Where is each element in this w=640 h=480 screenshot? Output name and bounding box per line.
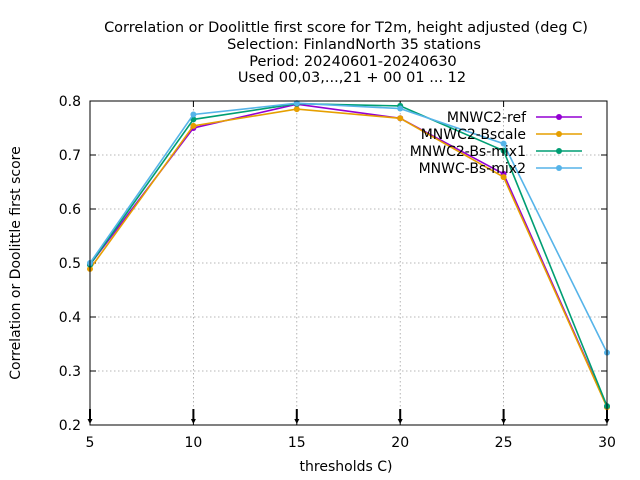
data-point bbox=[190, 122, 197, 129]
data-point bbox=[397, 115, 404, 122]
x-tick-label: 25 bbox=[495, 435, 513, 451]
data-point bbox=[500, 147, 507, 154]
series-lines bbox=[87, 100, 610, 411]
legend-item: MNWC2-Bscale bbox=[421, 127, 582, 143]
legend-item: MNWC2-Bs-mix1 bbox=[410, 144, 582, 160]
legend-item: MNWC2-ref bbox=[447, 110, 582, 126]
x-tick-label: 15 bbox=[288, 435, 306, 451]
title-line-2: Selection: FinlandNorth 35 stations bbox=[227, 37, 481, 53]
data-point bbox=[500, 140, 507, 147]
series-2 bbox=[87, 106, 610, 411]
data-point bbox=[397, 105, 404, 112]
legend-label: MNWC2-ref bbox=[447, 110, 527, 126]
series-line bbox=[89, 102, 608, 407]
series-line bbox=[89, 108, 608, 408]
legend-marker bbox=[556, 148, 562, 154]
x-tick-label: 20 bbox=[391, 435, 409, 451]
legend: MNWC2-refMNWC2-BscaleMNWC2-Bs-mix1MNWC-B… bbox=[410, 110, 582, 177]
x-tick-indicator-head bbox=[501, 419, 507, 424]
y-tick-label: 0.2 bbox=[59, 418, 81, 434]
y-tick-label: 0.7 bbox=[59, 148, 81, 164]
grid-lines bbox=[90, 101, 607, 425]
data-point bbox=[293, 100, 300, 107]
legend-marker bbox=[556, 114, 562, 120]
legend-label: MNWC-Bs-mix2 bbox=[419, 161, 526, 177]
x-tick-label: 30 bbox=[598, 435, 616, 451]
title-line-4: Used 00,03,...,21 + 00 01 ... 12 bbox=[238, 70, 466, 86]
y-tick-label: 0.3 bbox=[59, 364, 81, 380]
x-tick-label: 10 bbox=[184, 435, 202, 451]
title-line-1: Correlation or Doolittle first score for… bbox=[104, 20, 588, 36]
x-tick-indicator-head bbox=[294, 419, 300, 424]
axis-ticks: 0.2 0.3 0.4 0.5 0.6 0.7 0.8 5 10 15 20 25 30 bbox=[59, 94, 616, 451]
series-line bbox=[89, 102, 608, 353]
title-line-3: Period: 20240601-20240630 bbox=[249, 54, 457, 70]
y-tick-label: 0.4 bbox=[59, 310, 81, 326]
series-line bbox=[89, 103, 608, 407]
series-3 bbox=[87, 100, 610, 410]
legend-item: MNWC-Bs-mix2 bbox=[419, 161, 582, 177]
data-point bbox=[190, 111, 197, 118]
plot-frame bbox=[89, 100, 608, 426]
y-tick-label: 0.8 bbox=[59, 94, 81, 110]
x-tick-indicator-head bbox=[397, 419, 403, 424]
x-tick-indicator-head bbox=[190, 419, 196, 424]
series-1 bbox=[87, 101, 610, 410]
x-axis-label: thresholds C) bbox=[300, 459, 393, 475]
x-tick-label: 5 bbox=[86, 435, 95, 451]
chart-title: Correlation or Doolittle first score for… bbox=[104, 20, 588, 86]
series-4 bbox=[87, 100, 610, 356]
legend-marker bbox=[556, 165, 562, 171]
y-tick-label: 0.5 bbox=[59, 256, 81, 272]
legend-label: MNWC2-Bs-mix1 bbox=[410, 144, 526, 160]
y-axis-label: Correlation or Doolittle first score bbox=[8, 146, 24, 379]
y-tick-label: 0.6 bbox=[59, 202, 81, 218]
legend-marker bbox=[556, 131, 562, 137]
data-point bbox=[500, 174, 507, 181]
legend-label: MNWC2-Bscale bbox=[421, 127, 526, 143]
data-point bbox=[293, 106, 300, 113]
